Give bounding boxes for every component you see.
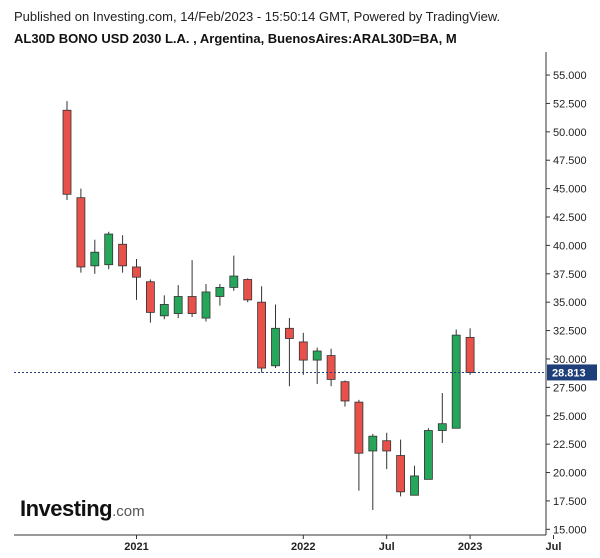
candle-body	[229, 275, 239, 288]
candle-body	[104, 233, 114, 266]
y-tick-label: 32.500	[553, 326, 587, 338]
y-tick-label: 15.000	[553, 524, 587, 536]
y-tick-label: 42.500	[553, 212, 587, 224]
logo-suffix: .com	[112, 503, 145, 520]
candle-body	[76, 197, 86, 268]
candle-body	[284, 327, 294, 339]
candle-body	[173, 296, 183, 314]
y-tick-label: 45.000	[553, 184, 587, 196]
candle-body	[298, 341, 308, 361]
candle-body	[145, 281, 155, 313]
candle-body	[132, 266, 141, 278]
y-tick-label: 30.000	[553, 354, 587, 366]
y-tick-label: 25.000	[553, 411, 587, 423]
x-tick-label: 2022	[291, 541, 315, 553]
investing-logo: Investing .com	[20, 496, 145, 522]
y-tick-label: 17.500	[553, 496, 587, 508]
candle-body	[396, 455, 406, 493]
candle-body	[410, 475, 419, 496]
candle	[340, 380, 350, 407]
candle	[312, 347, 322, 384]
candle-body	[437, 423, 447, 431]
candle	[354, 399, 364, 491]
y-axis: 15.000 17.500 20.000 22.500 25.000 27.500 30.0…	[545, 52, 587, 536]
candle-body	[257, 301, 267, 369]
candle-body	[187, 296, 197, 314]
candle	[298, 332, 308, 375]
candle-body	[159, 304, 169, 317]
y-tick-label: 37.500	[553, 269, 587, 281]
y-tick-label: 20.000	[553, 468, 587, 480]
candle	[173, 285, 183, 319]
candle	[451, 329, 461, 429]
candle	[76, 188, 86, 273]
candle-body	[312, 350, 322, 361]
candle-body	[326, 355, 336, 380]
candle	[90, 239, 100, 274]
y-tick-label: 55.000	[553, 70, 587, 82]
candle-body	[62, 109, 72, 195]
candle	[132, 259, 141, 300]
candle	[382, 432, 392, 470]
candle-body	[215, 287, 225, 297]
y-tick-label: 50.000	[553, 127, 587, 139]
y-tick-label: 52.500	[553, 98, 587, 110]
candle	[410, 465, 419, 496]
last-price-label: 28.813	[552, 367, 586, 379]
y-tick-label: 40.000	[553, 240, 587, 252]
candle	[271, 304, 280, 369]
candle	[201, 284, 211, 322]
candle-body	[90, 251, 100, 267]
candle-body	[118, 243, 127, 267]
y-tick-label: 22.500	[553, 439, 587, 451]
candle	[257, 286, 267, 373]
last-price-marker: 28.813	[14, 364, 597, 381]
candle	[145, 279, 155, 323]
last-price-badge	[547, 364, 597, 381]
candle	[284, 318, 294, 387]
logo-wordmark: Investing	[20, 496, 113, 521]
candle	[437, 393, 447, 444]
candle	[62, 101, 72, 200]
chart-title: AL30D BONO USD 2030 L.A. , Argentina, Bu…	[14, 31, 457, 46]
candle-body	[451, 334, 461, 429]
x-axis: 2021 2022 Jul 2023 Jul	[14, 534, 562, 553]
candle-body	[243, 279, 253, 301]
candle	[118, 235, 127, 273]
candle-body	[465, 336, 475, 373]
candle	[187, 260, 197, 317]
candle-body	[354, 401, 364, 454]
candle-body	[340, 381, 350, 402]
candle-body	[423, 430, 433, 480]
y-tick-label: 27.500	[553, 382, 587, 394]
candle	[465, 328, 475, 375]
candle	[104, 231, 114, 270]
candle	[215, 284, 225, 306]
candle	[243, 278, 253, 303]
plot-area	[62, 101, 475, 511]
candle	[159, 295, 169, 320]
candle-body	[201, 291, 211, 319]
published-info: Published on Investing.com, 14/Feb/2023 …	[14, 9, 501, 24]
x-tick-label: 2021	[124, 541, 148, 553]
x-tick-label: Jul	[546, 541, 562, 553]
candle-body	[368, 435, 378, 452]
candle	[396, 439, 406, 497]
candle-body	[271, 327, 280, 367]
candle-body	[382, 440, 392, 452]
candle	[423, 428, 433, 480]
x-tick-label: 2023	[458, 541, 482, 553]
candle	[368, 433, 378, 511]
y-tick-label: 35.000	[553, 297, 587, 309]
candle	[229, 255, 239, 291]
candle	[326, 348, 336, 387]
x-tick-label: Jul	[379, 541, 395, 553]
y-tick-label: 47.500	[553, 155, 587, 167]
